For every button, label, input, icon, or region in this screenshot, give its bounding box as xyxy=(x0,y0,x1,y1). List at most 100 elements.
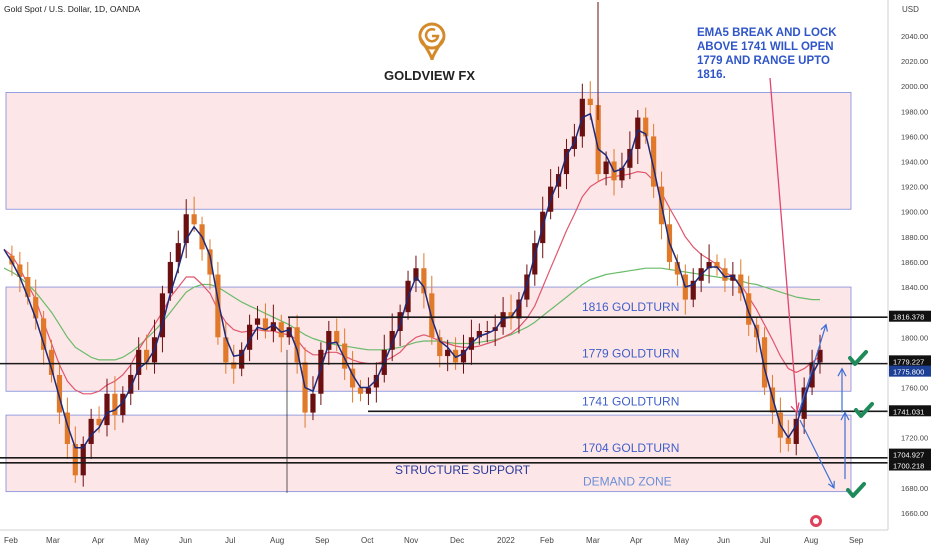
x-tick-label: Oct xyxy=(361,536,374,545)
price-tag xyxy=(889,459,931,471)
projection-down-arrow-head xyxy=(827,480,835,490)
candle-body xyxy=(643,117,649,137)
candle-body xyxy=(17,264,23,278)
x-tick-label: May xyxy=(134,536,149,545)
y-tick-label: 2000.00 xyxy=(901,82,928,91)
candle-body xyxy=(231,362,237,369)
y-tick-label: 1980.00 xyxy=(901,107,928,116)
candle-body xyxy=(532,243,538,275)
candle-body xyxy=(445,349,451,357)
x-tick-label: Jul xyxy=(760,536,770,545)
y-tick-label: 1800.00 xyxy=(901,333,928,342)
price-tag-label: 1775.800 xyxy=(893,368,924,377)
candle-body xyxy=(286,327,292,338)
candle-body xyxy=(9,255,15,265)
price-tag-label: 1779.227 xyxy=(893,357,924,366)
y-tick-label: 1660.00 xyxy=(901,509,928,518)
candle-body xyxy=(254,318,261,325)
candle-body xyxy=(48,349,55,375)
candle-body xyxy=(619,167,625,181)
candle-body xyxy=(72,443,78,476)
candle-body xyxy=(349,368,356,388)
upper-zone xyxy=(5,92,852,210)
candle-body xyxy=(690,280,696,300)
candle-body xyxy=(397,312,403,331)
x-tick-label: May xyxy=(674,536,689,545)
slow-ma-line xyxy=(3,171,821,395)
candle-body xyxy=(793,418,799,444)
goldview-logo xyxy=(418,22,446,61)
y-tick-label: 1760.00 xyxy=(901,383,928,392)
candle-body xyxy=(128,374,134,394)
level-label: 1816 GOLDTURN xyxy=(582,300,679,314)
candle-body xyxy=(785,437,791,444)
x-tick-label: Jul xyxy=(225,536,235,545)
y-tick-label: 2040.00 xyxy=(901,32,928,41)
candle-body xyxy=(603,161,609,175)
x-tick-label: Mar xyxy=(586,536,600,545)
long-ma-line xyxy=(3,267,820,361)
x-tick-label: Nov xyxy=(404,536,418,545)
range-upper-arrow-head xyxy=(837,367,847,377)
candle-body xyxy=(484,330,490,332)
x-tick-label: Apr xyxy=(630,536,643,545)
x-tick-label: Aug xyxy=(270,536,284,545)
y-tick-label: 1940.00 xyxy=(901,158,928,167)
y-tick-label: 1960.00 xyxy=(901,132,928,141)
candle-body xyxy=(722,268,728,281)
candle-body xyxy=(64,412,70,444)
candle-body xyxy=(801,387,807,419)
price-tag-label: 1704.927 xyxy=(893,451,924,460)
candle-body xyxy=(595,105,601,175)
check-icon xyxy=(846,482,866,498)
x-tick-label: Aug xyxy=(804,536,818,545)
candle-body xyxy=(476,330,482,338)
level-label: 1741 GOLDTURN xyxy=(582,394,679,408)
candle-body xyxy=(175,243,181,262)
lower-zone xyxy=(5,414,852,493)
x-tick-label: 2022 xyxy=(497,536,515,545)
price-tag xyxy=(889,355,931,367)
candle-body xyxy=(262,318,269,331)
x-tick-label: Feb xyxy=(540,536,554,545)
candle-body xyxy=(373,374,379,388)
candle-body xyxy=(413,268,419,281)
candle-body xyxy=(738,274,744,294)
x-tick-label: Sep xyxy=(849,536,864,545)
candle-body xyxy=(706,261,712,269)
candle-body xyxy=(239,349,245,369)
y-tick-label: 1900.00 xyxy=(901,208,928,217)
symbol-title: Gold Spot / U.S. Dollar, 1D, OANDA xyxy=(4,4,140,14)
candle-body xyxy=(191,214,197,225)
demand-zone-label: DEMAND ZONE xyxy=(583,474,672,488)
price-tag xyxy=(889,405,931,417)
candle-body xyxy=(635,117,641,149)
x-tick-label: Feb xyxy=(4,536,18,545)
candle-body xyxy=(746,293,752,325)
annotation-line: EMA5 BREAK AND LOCK xyxy=(697,27,837,39)
annotation-line: 1779 AND RANGE UPTO xyxy=(697,55,830,67)
logo-pin xyxy=(418,37,446,61)
candle-body xyxy=(207,249,213,275)
projection-up-arrow xyxy=(797,324,827,416)
y-unit-label: USD xyxy=(902,5,919,14)
candle-body xyxy=(714,261,720,269)
candle-body xyxy=(389,330,395,350)
ema-line xyxy=(3,113,821,449)
price-tag xyxy=(889,365,931,377)
candle-body xyxy=(96,418,102,426)
check-icon xyxy=(854,402,874,418)
candle-body xyxy=(41,318,47,350)
x-tick-label: Sep xyxy=(315,536,330,545)
candle-body xyxy=(516,299,522,319)
candle-body xyxy=(429,293,435,338)
projection-down-arrow xyxy=(799,419,835,489)
y-tick-label: 1880.00 xyxy=(901,233,928,242)
candle-body xyxy=(334,330,340,344)
candle-body xyxy=(326,330,332,350)
price-tag xyxy=(889,310,931,322)
y-tick-label: 1720.00 xyxy=(901,434,928,443)
check-icon xyxy=(848,350,868,366)
